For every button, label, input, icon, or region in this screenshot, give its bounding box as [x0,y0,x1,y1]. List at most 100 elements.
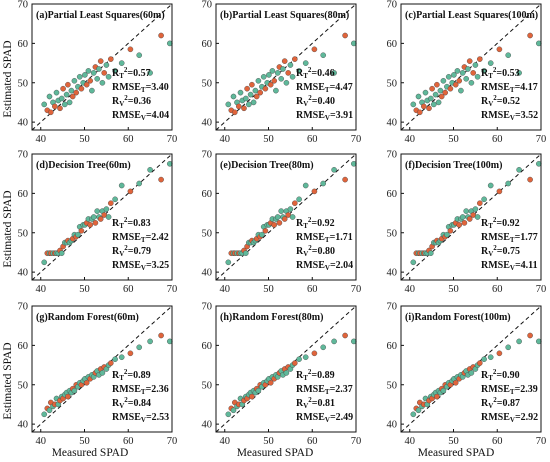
stat-rmse-train: RMSET=2.39 [481,384,538,396]
validation-point [247,91,254,98]
stat-r2-validation: RV2=0.81 [296,396,335,410]
train-point [101,70,107,76]
validation-point [58,95,65,102]
train-point [78,227,85,234]
validation-point [230,407,237,414]
train-point [127,350,134,357]
train-point [442,89,449,96]
train-point [496,350,503,357]
stat-rmse-validation: RMSEV=4.04 [112,110,169,122]
stat-r2-train: RT2=0.83 [112,216,151,230]
train-point [65,393,71,400]
plot-frame [31,153,173,281]
stat-r2-train: RT2=0.89 [112,368,151,382]
validation-point [136,180,142,187]
stat-rmse-train: RMSET=2.37 [296,384,353,396]
validation-point [487,60,494,66]
validation-point [280,66,286,72]
stat-r2-validation: RV2=0.36 [112,94,151,108]
validation-point [71,78,78,84]
validation-point [287,206,294,212]
stat-rmse-train: RMSET=1.71 [296,232,353,244]
y-tick-label: 70 [202,150,213,161]
y-tick-label: 40 [387,118,398,129]
y-tick-label: 70 [387,150,398,161]
train-point [447,85,454,92]
plot-frame [215,3,357,131]
validation-point [230,93,237,100]
x-tick-label: 40 [36,284,47,295]
y-tick-label: 60 [18,189,29,200]
train-point [158,32,164,39]
validation-point [481,68,487,74]
train-point [476,56,483,62]
y-tick-label: 60 [387,39,398,50]
train-point [127,46,134,53]
stat-rmse-train: RMSET=2.36 [112,384,169,396]
x-tick-label: 60 [492,134,503,145]
validation-point [283,370,290,376]
train-point [466,216,473,222]
y-tick-label: 70 [18,150,29,161]
train-point [87,78,93,84]
x-tick-label: 70 [536,134,547,145]
x-tick-label: 60 [307,134,318,145]
panel-title: (b)Partial Least Squares(80m) [220,10,349,21]
validation-point [118,182,125,189]
validation-point [463,76,470,82]
x-tick-label: 50 [263,284,274,295]
validation-point [432,91,439,98]
validation-point [458,87,464,94]
validation-point [46,93,53,100]
stat-r2-validation: RV2=0.40 [296,94,335,108]
validation-point [89,87,95,94]
validation-point [71,387,78,394]
train-point [452,379,459,386]
panel-7: 40 50 60 70 40 50 60 70 (g)Random Forest(60m) RT2… [18,302,178,448]
validation-point [259,231,265,238]
validation-point [422,89,429,96]
validation-point [505,344,512,351]
plot-frame [400,305,542,433]
y-tick-label: 60 [387,341,398,352]
y-tick-label: 40 [387,268,398,279]
train-point [108,56,114,62]
panel-title: (i)Random Forest(100m) [405,312,511,323]
train-point [73,89,79,96]
validation-point [451,72,457,78]
validation-point [331,338,337,345]
validation-point [94,208,100,214]
train-point [311,188,318,195]
train-point [271,222,278,228]
x-tick-label: 50 [263,134,274,145]
train-point [253,93,260,100]
train-point [271,78,278,84]
x-tick-label: 40 [220,284,231,295]
plot-frame [215,305,357,433]
validation-point [287,62,294,68]
y-axis-label-row3: Estimated SPAD [2,342,14,419]
validation-point [437,87,444,94]
panel-2: 40 50 60 70 40 50 60 70 (b)Partial Least Squares… [202,0,362,145]
panel-8: 40 50 60 70 40 50 60 70 (h)Random Forest(80m) RT2… [202,302,362,448]
validation-point [46,407,53,414]
validation-point [82,72,88,78]
stat-r2-train: RT2=0.57 [112,66,151,80]
validation-point [296,356,302,363]
train-point [241,105,247,112]
validation-point [147,70,153,76]
stat-rmse-train: RMSET=3.40 [112,82,169,94]
train-point [97,216,104,222]
validation-point [225,259,232,266]
validation-point [505,52,512,59]
stat-rmse-train: RMSET=1.77 [481,232,538,244]
train-point [342,32,348,39]
train-point [235,103,242,110]
validation-point [75,231,81,238]
validation-point [260,74,267,80]
validation-point [96,66,102,72]
validation-point [85,68,92,74]
train-point [57,105,63,112]
x-tick-label: 70 [536,284,547,295]
train-point [527,32,533,39]
